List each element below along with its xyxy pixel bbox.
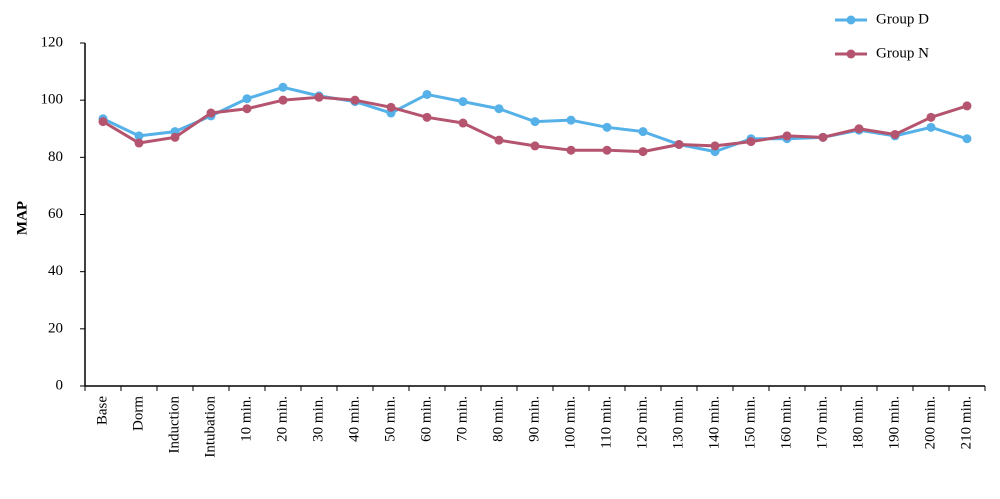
data-point [638,147,648,157]
x-tick-label: 20 min. [274,396,290,442]
data-point [854,124,864,134]
x-tick-label: 100 min. [562,396,578,449]
data-point [278,82,288,92]
data-point [422,89,432,99]
x-tick-label: Intubation [202,396,218,458]
y-tick-label: 80 [48,149,63,165]
data-point [458,118,468,128]
series-1 [98,92,972,157]
data-point [602,122,612,132]
data-point [962,134,972,144]
y-axis-label: MAP [14,201,30,235]
x-tick-label: 50 min. [382,396,398,442]
data-point [530,117,540,127]
data-point [134,138,144,148]
x-tick-label: 140 min. [706,396,722,449]
data-point [314,92,324,102]
y-tick-label: 40 [48,263,63,279]
data-point [566,145,576,155]
data-point [134,131,144,141]
y-tick-label: 60 [48,206,63,222]
x-tick-label: 130 min. [670,396,686,449]
x-tick-label: 190 min. [886,396,902,449]
x-tick-label: 110 min. [598,396,614,449]
data-point [566,115,576,125]
x-tick-label: 60 min. [418,396,434,442]
legend: Group D Group N [835,11,929,61]
data-point [98,117,108,127]
x-tick-label: 160 min. [778,396,794,449]
x-tick-label: 210 min. [958,396,974,449]
y-tick-label: 20 [48,320,63,336]
data-point [926,122,936,132]
y-ticks: 0 20 40 60 80 100 120 [41,34,85,393]
legend-label: Group D [876,11,929,27]
x-tick-label: Dorm [130,396,146,431]
data-point [710,141,720,151]
data-point [350,95,360,105]
x-tick-label: 30 min. [310,396,326,442]
data-point [602,145,612,155]
legend-swatch-marker [846,15,856,25]
data-point [530,141,540,151]
legend-label: Group N [876,45,929,61]
data-point [494,104,504,114]
data-point [962,101,972,111]
data-point [422,112,432,122]
data-point [746,137,756,147]
y-tick-label: 0 [56,377,64,393]
data-point [170,132,180,142]
x-tick-label: 10 min. [238,396,254,442]
data-point [818,132,828,142]
data-point [242,104,252,114]
data-point [926,112,936,122]
x-ticks: Base Dorm Induction Intubation 10 min. 20 min… [84,386,986,458]
x-tick-label: 180 min. [850,396,866,449]
data-point [458,97,468,107]
data-point [278,95,288,105]
data-point [242,94,252,104]
x-tick-label: Base [94,396,110,426]
y-tick-label: 100 [41,92,64,108]
data-point [782,131,792,141]
x-tick-label: 70 min. [454,396,470,442]
x-tick-label: Induction [166,396,182,454]
axes [84,43,985,387]
legend-swatch-marker [846,49,856,59]
data-point [494,135,504,145]
y-tick-label: 120 [41,34,64,50]
x-tick-label: 80 min. [490,396,506,442]
x-tick-label: 170 min. [814,396,830,449]
x-tick-label: 200 min. [922,396,938,449]
series-layer [98,82,972,157]
data-point [386,102,396,112]
data-point [638,127,648,137]
x-tick-label: 90 min. [526,396,542,442]
data-point [890,129,900,139]
x-tick-label: 40 min. [346,396,362,442]
x-tick-label: 150 min. [742,396,758,449]
data-point [674,139,684,149]
data-point [206,108,216,118]
x-tick-label: 120 min. [634,396,650,449]
